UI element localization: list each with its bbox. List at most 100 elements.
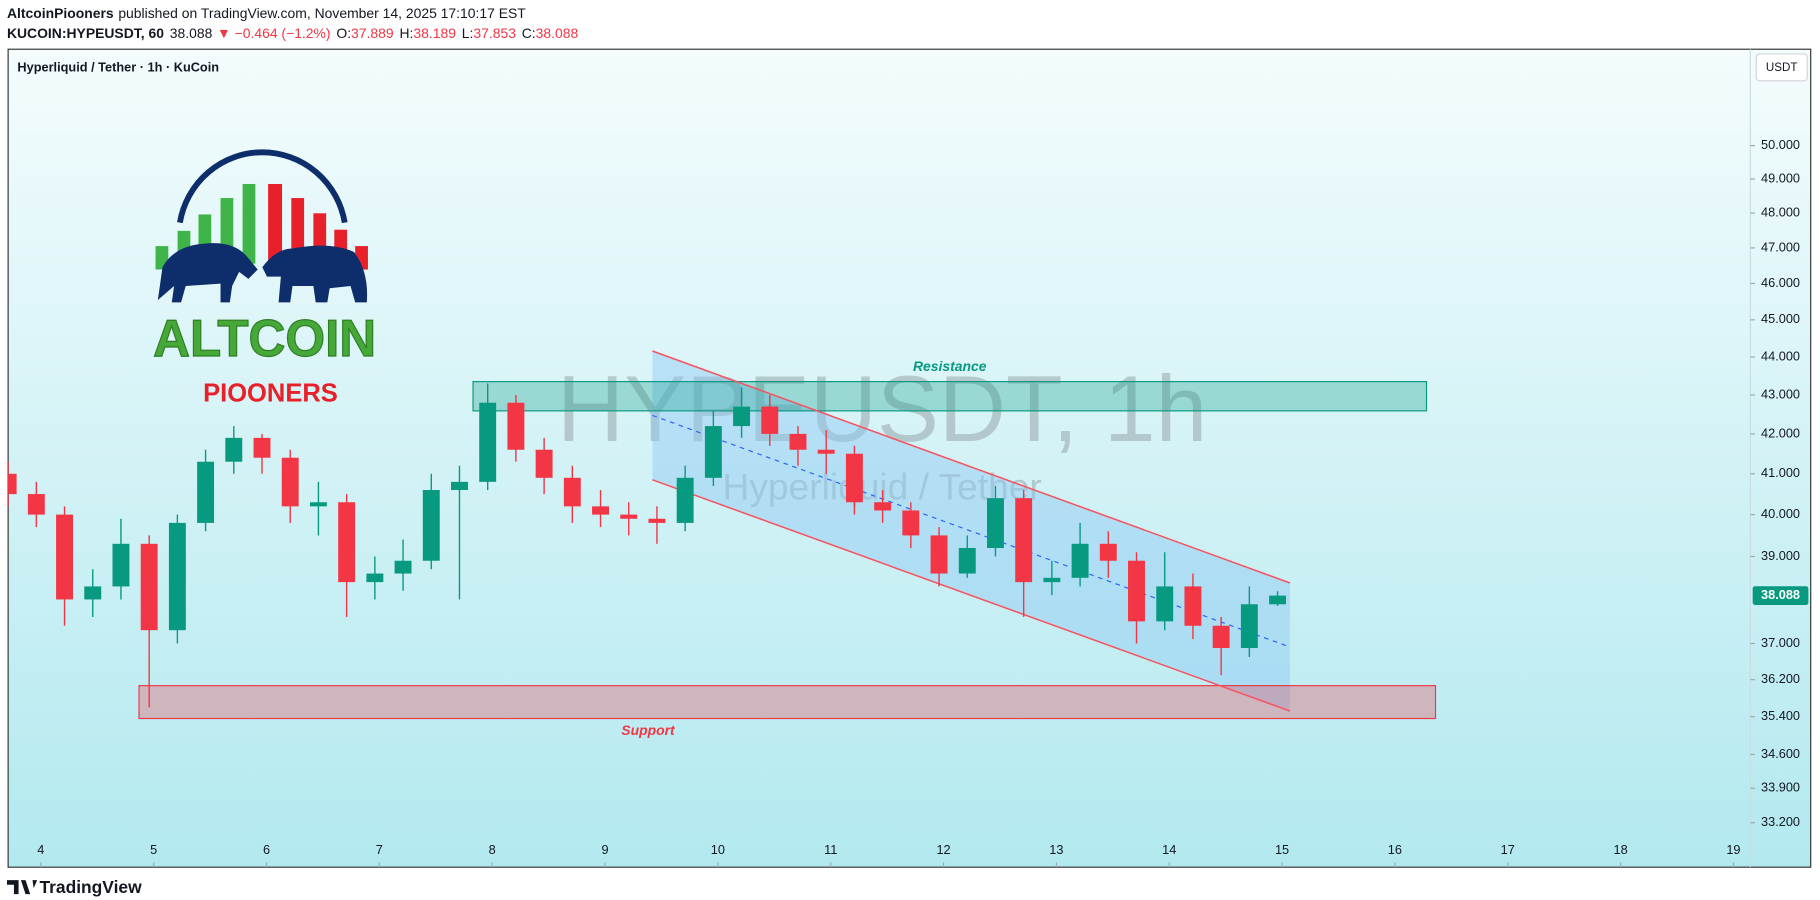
candle-body [733,406,751,427]
y-tick-label: 43.000 [1761,386,1800,401]
logo: ALTCOIN PIOONERS [153,149,377,408]
candle-body [789,433,807,450]
channel-upper [652,350,1291,584]
x-tick-label: 12 [936,842,950,857]
y-tick-label: 35.400 [1761,708,1800,723]
l-label: L: [462,25,474,41]
x-tick-label: 13 [1049,842,1063,857]
currency: USDT [1766,61,1798,74]
x-tick-label: 11 [824,842,837,857]
x-tick-label: 8 [489,842,496,857]
candle-body [535,449,553,478]
publisher: AltcoinPiooners [7,5,114,21]
x-tick-label: 9 [601,842,608,857]
candle-body [676,477,694,523]
legend: Hyperliquid / Tether · 1h · KuCoin [17,59,219,74]
y-tick-label: 47.000 [1761,239,1800,254]
zone-label: Support [621,722,676,738]
candle-body [563,477,581,507]
channel-mid [652,414,1291,648]
y-tick-label: 50.000 [1761,137,1800,152]
candle-body [27,494,45,515]
candle-body [592,506,609,515]
bear [262,245,368,303]
candle-body [197,461,215,523]
candle-body [1128,560,1145,622]
candle-body [168,522,186,631]
x-tick-label: 5 [150,842,157,857]
o: 37.889 [351,25,394,41]
h-label: H: [399,25,413,41]
logo-title: ALTCOIN [153,310,376,367]
channel-lower [652,479,1291,712]
watermark-symbol: HYPEUSDT, 1h [557,356,1207,460]
candle-body [253,437,271,458]
candle-body [1240,604,1258,649]
y-tick-label: 44.000 [1761,348,1800,363]
c: 38.088 [536,25,579,41]
footer: TradingView [39,877,142,897]
last-price-label: 38.088 [1761,587,1800,602]
candle-body [1212,625,1230,649]
x-tick-label: 16 [1388,842,1402,857]
candle-body [112,543,130,587]
candle-body [479,402,497,482]
axes: 50.000 49.000 48.000 47.000 46.000 45.000 44.0… [37,137,1809,868]
c-label: C: [522,25,536,41]
x-tick-label: 17 [1501,842,1515,857]
x-tick-label: 15 [1275,842,1289,857]
last-price-tag [1752,586,1809,605]
candle-body [987,498,1004,549]
candle-body [281,457,299,507]
change: ▼ −0.464 (−1.2%) [217,25,331,41]
candle-body [845,453,863,503]
candle-body [1184,586,1202,626]
y-tick-label: 36.200 [1761,671,1800,686]
candle-body [56,514,74,600]
candle-body [874,502,892,511]
header-line: AltcoinPiooners published on TradingView.… [7,5,526,21]
bull [157,243,258,303]
tv-icon [6,880,38,895]
l: 37.853 [473,25,516,41]
candle-body [761,406,779,434]
candle-body [451,481,468,490]
zone [138,685,1437,720]
h: 38.189 [413,25,456,41]
candle-body [1156,586,1174,622]
candle-body [366,573,384,583]
candle-body [817,449,835,454]
candle-body [140,543,158,631]
x-tick-label: 19 [1726,842,1740,857]
logo-bar [268,183,283,264]
x-tick-label: 10 [711,842,725,857]
candle-body [1071,543,1089,578]
candle-body [394,560,412,574]
logo-subtitle: PIOONERS [203,380,338,408]
candle-body [1269,595,1287,605]
plot: Resistance Support [8,350,1437,738]
x-tick-label: 14 [1162,842,1176,857]
candle-body [704,426,722,478]
candle-body [1015,498,1033,583]
y-tick-label: 46.000 [1761,275,1800,290]
x-tick-label: 4 [37,842,44,857]
candle-body [648,518,666,523]
currency-box[interactable] [1755,53,1808,82]
y-tick-label: 42.000 [1761,425,1800,440]
price: 38.088 [170,25,213,41]
candle-body [225,437,243,462]
chart-frame [7,48,1812,868]
ohlc-line: KUCOIN:HYPEUSDT, 60 38.088 ▼ −0.464 (−1.2%… [7,25,579,41]
y-tick-label: 39.000 [1761,548,1800,563]
candle-body [309,502,327,507]
logo-bar [242,183,256,264]
x-tick-label: 6 [263,842,270,857]
logo-arc [177,149,348,224]
y-tick-label: 49.000 [1761,170,1800,185]
y-tick-label: 33.900 [1761,780,1800,795]
candle-body [8,473,17,495]
y-tick-label: 41.000 [1761,465,1800,480]
candle-body [507,402,525,450]
